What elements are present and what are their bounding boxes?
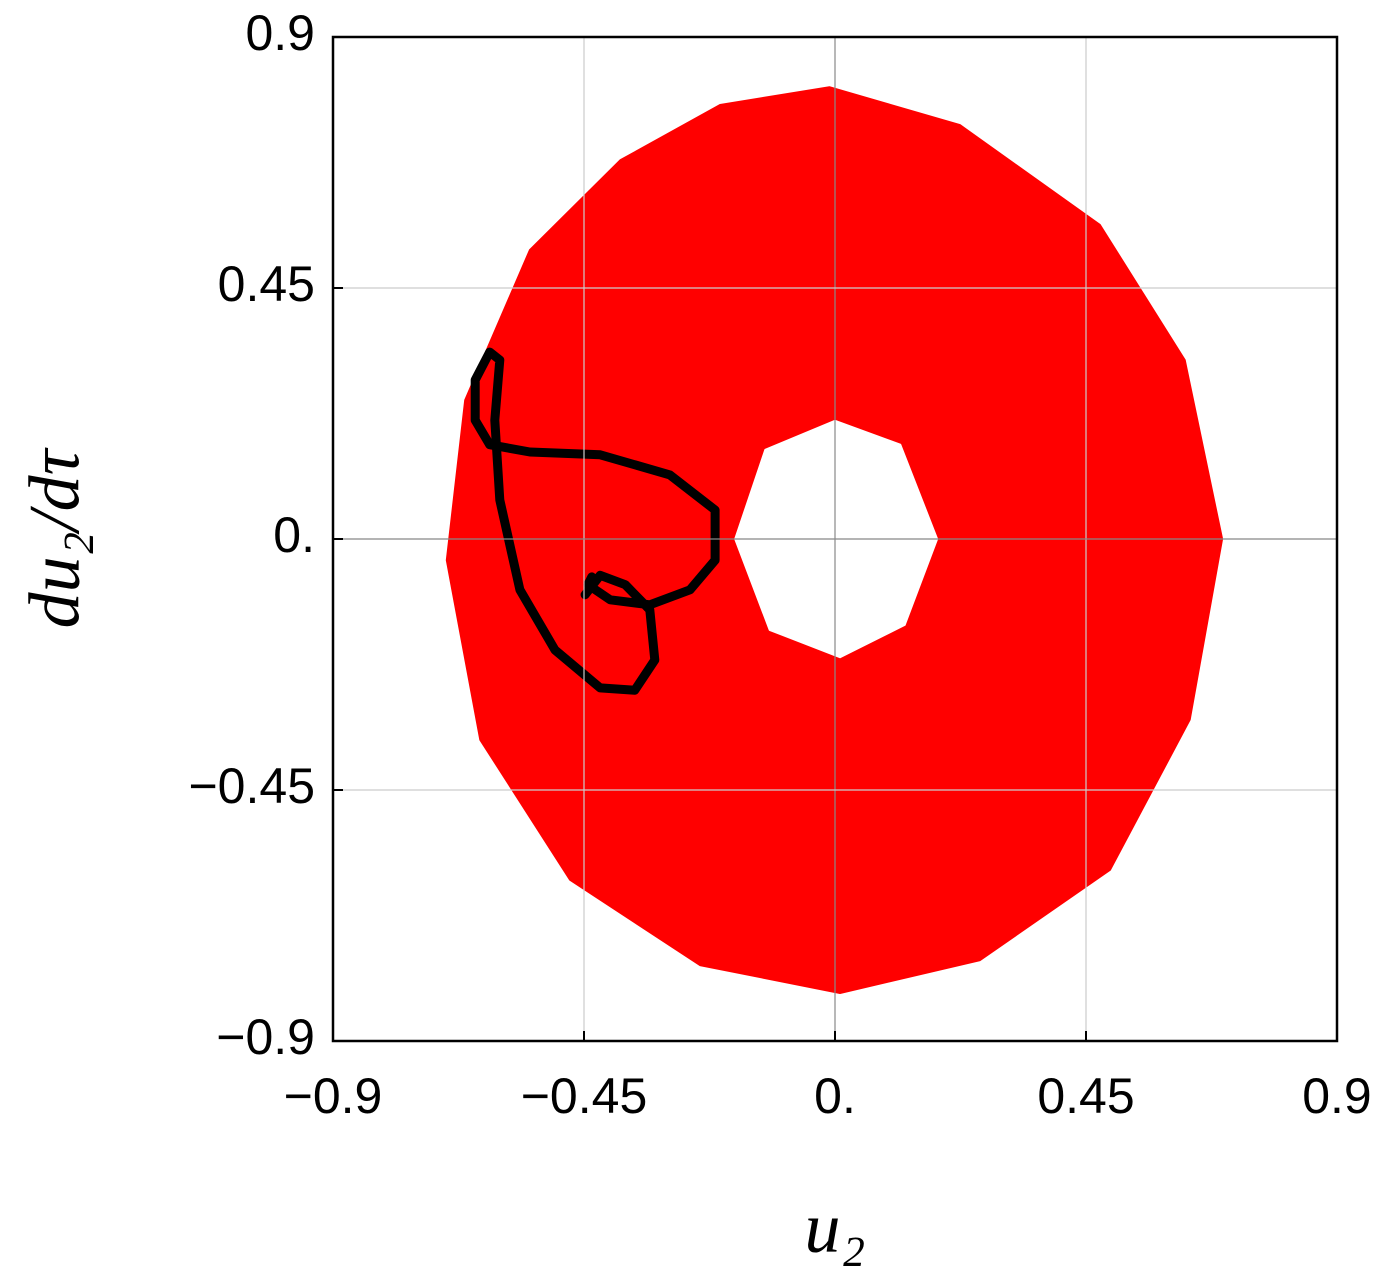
- y-tick-label: 0.: [273, 507, 315, 563]
- x-tick-label: 0.9: [1302, 1068, 1372, 1124]
- x-tick-label: 0.: [814, 1068, 856, 1124]
- y-axis-label: du₂/dτ: [15, 447, 95, 628]
- y-tick-label: −0.45: [188, 758, 315, 814]
- trajectory: [470, 347, 720, 695]
- x-tick-label: 0.45: [1037, 1068, 1134, 1124]
- y-tick-label: 0.45: [218, 256, 315, 312]
- x-tick-label: −0.45: [521, 1068, 648, 1124]
- x-axis-label: u₂: [804, 1188, 865, 1268]
- y-tick-label: 0.9: [245, 5, 315, 61]
- plot-frame: [331, 35, 1339, 1043]
- y-tick-label: −0.9: [216, 1009, 315, 1065]
- x-tick-label: −0.9: [284, 1068, 383, 1124]
